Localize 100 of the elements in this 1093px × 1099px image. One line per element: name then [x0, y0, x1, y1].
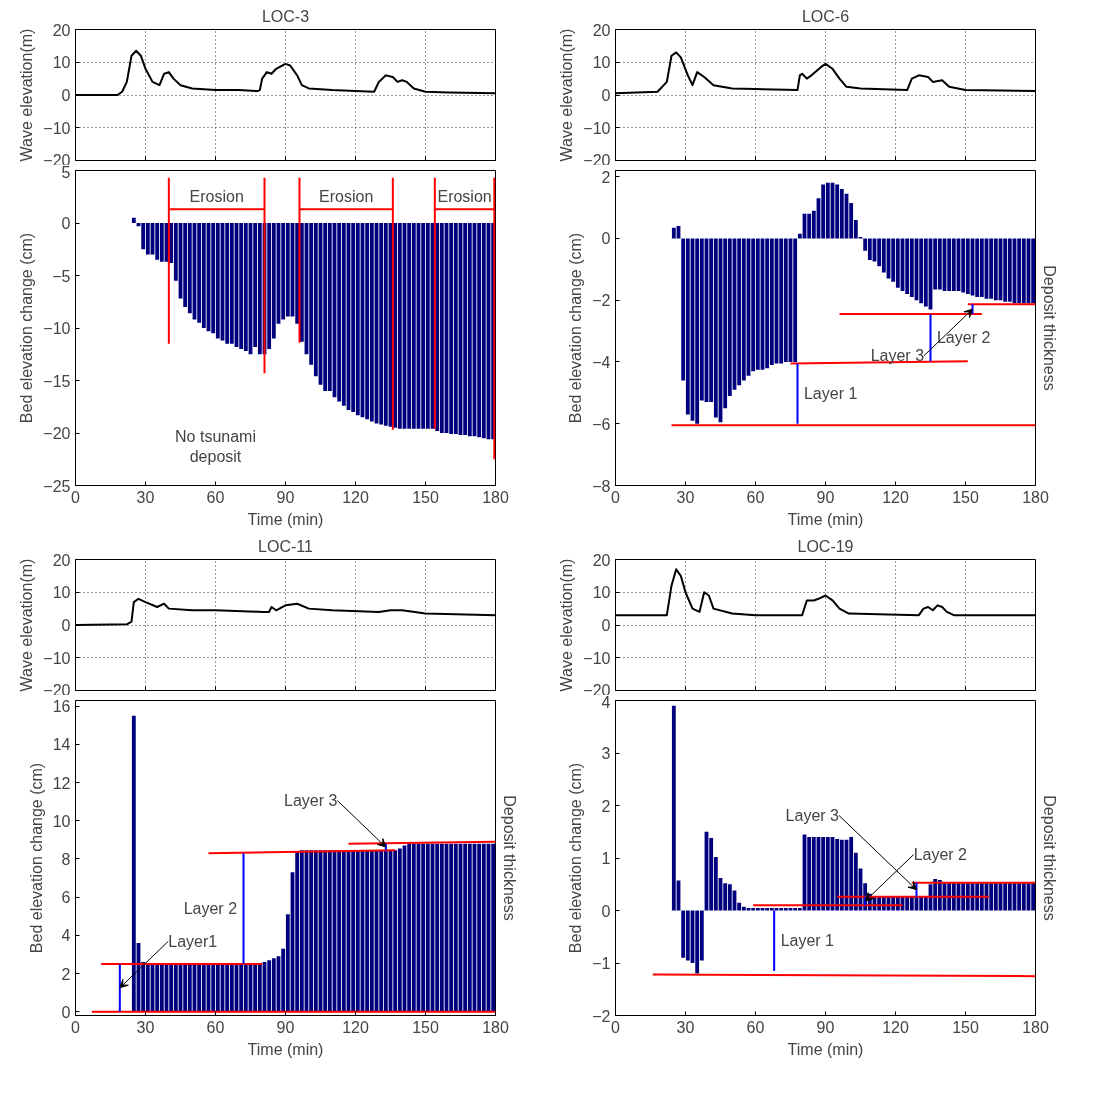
x-tick-label: 120 — [342, 488, 369, 506]
y-tick-label: −2 — [592, 292, 611, 310]
x-tick-label: 90 — [276, 488, 295, 506]
y-tick-label: −4 — [592, 353, 611, 371]
y-tick-label: 0 — [61, 87, 71, 104]
x-tick-label: 150 — [412, 488, 439, 506]
y-tick-label: 10 — [52, 54, 71, 72]
x-tick-label: 120 — [882, 1018, 909, 1036]
y-tick-label: 2 — [601, 168, 611, 186]
x-tick-label: 120 — [882, 488, 909, 506]
x-tick-label: 30 — [676, 1018, 695, 1036]
y-tick-label: 10 — [592, 584, 611, 602]
x-tick-label: 90 — [816, 1018, 835, 1036]
y2-axis-title: Deposit thickness — [1040, 265, 1058, 391]
y-tick-label: 1 — [601, 850, 611, 867]
y-tick-label: −20 — [43, 425, 71, 442]
y-tick-label: −20 — [43, 681, 71, 699]
y-tick-label: 6 — [61, 889, 71, 907]
y-tick-label: −10 — [43, 320, 71, 337]
series-label: Layer 2 — [936, 329, 991, 347]
chart-title: LOC-19 — [797, 537, 854, 555]
y-tick-label: −8 — [592, 477, 611, 495]
x-tick-label: 30 — [136, 1018, 155, 1036]
text: Layer 3 — [785, 806, 840, 824]
x-axis-title: Time (min) — [787, 1040, 864, 1058]
text: Layer1 — [168, 932, 218, 950]
y-axis-title: Bed elevation change (cm) — [567, 762, 585, 954]
annotation: No tsunami deposit — [175, 428, 256, 466]
y-tick-label: 8 — [61, 850, 71, 868]
series-label: Erosion — [437, 188, 492, 206]
y2-axis-title: Deposit thickness — [500, 795, 518, 921]
chart-title: LOC-6 — [801, 7, 850, 25]
y-tick-label: −10 — [583, 649, 611, 667]
y-tick-label: −2 — [592, 1007, 611, 1025]
y-tick-label: −6 — [592, 415, 611, 433]
x-axis-title: Time (min) — [247, 1040, 324, 1058]
y-axis-title: Wave elevation(m) — [558, 28, 576, 162]
y-tick-label: 0 — [61, 617, 71, 634]
y-tick-label: 2 — [61, 965, 71, 983]
x-axis-title: Time (min) — [787, 510, 864, 528]
x-tick-label: 180 — [1022, 1018, 1049, 1036]
y2-axis-title: Deposit thickness — [1040, 795, 1058, 921]
x-tick-label: 90 — [816, 488, 835, 506]
y-tick-label: −25 — [43, 477, 71, 495]
series-label: Layer 1 — [803, 385, 858, 403]
y-tick-label: 0 — [601, 617, 611, 634]
x-tick-label: 150 — [412, 1018, 439, 1036]
y-axis-title: Wave elevation(m) — [18, 558, 36, 692]
x-tick-label: 60 — [206, 1018, 225, 1036]
x-tick-label: 60 — [206, 488, 225, 506]
y-tick-label: −15 — [43, 372, 71, 390]
y-tick-label: 10 — [592, 54, 611, 72]
y-tick-label: 20 — [52, 21, 71, 39]
y-tick-label: −10 — [43, 119, 71, 137]
y-tick-label: −10 — [583, 119, 611, 137]
y-tick-label: 10 — [52, 584, 71, 602]
y-tick-label: 12 — [52, 774, 71, 792]
y-tick-label: 0 — [601, 230, 611, 248]
y-tick-label: −5 — [52, 267, 71, 285]
y-tick-label: −1 — [592, 955, 611, 972]
x-tick-label: 150 — [952, 488, 979, 506]
x-tick-label: 180 — [482, 1018, 509, 1036]
y-tick-label: 4 — [61, 927, 71, 945]
y-tick-label: 2 — [601, 797, 611, 815]
series-label: Layer 2 — [183, 900, 238, 918]
x-tick-label: 30 — [136, 488, 155, 506]
x-tick-label: 150 — [952, 1018, 979, 1036]
y-tick-label: 20 — [592, 551, 611, 569]
y-tick-label: 16 — [52, 698, 71, 716]
y-axis-title: Bed elevation change (cm) — [18, 232, 36, 424]
y-axis-title: Bed elevation change (cm) — [27, 762, 45, 954]
chart-title: LOC-3 — [261, 7, 310, 25]
y-axis-title: Bed elevation change (cm) — [567, 232, 585, 424]
series-label: Erosion — [189, 188, 244, 206]
y-axis-title: Wave elevation(m) — [18, 28, 36, 162]
series-label: Erosion — [319, 188, 374, 206]
y-tick-label: 14 — [52, 736, 71, 754]
y-tick-label: −10 — [43, 649, 71, 667]
y-axis-title: Wave elevation(m) — [558, 558, 576, 692]
y-tick-label: 0 — [61, 1003, 71, 1021]
text: Layer 3 — [870, 347, 925, 365]
y-tick-label: 3 — [601, 745, 611, 762]
x-tick-label: 180 — [482, 488, 509, 506]
y-tick-label: −20 — [583, 151, 611, 169]
y-tick-label: 0 — [601, 902, 611, 920]
x-axis-title: Time (min) — [247, 510, 324, 528]
x-tick-label: 60 — [746, 488, 765, 506]
y-tick-label: 20 — [592, 21, 611, 39]
y-tick-label: 10 — [52, 812, 71, 830]
y-tick-label: 0 — [61, 215, 71, 232]
x-tick-label: 30 — [676, 488, 695, 506]
x-tick-label: 60 — [746, 1018, 765, 1036]
chart-title: LOC-11 — [258, 537, 314, 555]
x-tick-label: 120 — [342, 1018, 369, 1036]
series-label: Layer 1 — [780, 932, 835, 950]
x-tick-label: 180 — [1022, 488, 1049, 506]
x-tick-label: 90 — [276, 1018, 295, 1036]
text: Layer 2 — [913, 846, 968, 864]
y-tick-label: 0 — [601, 87, 611, 104]
text: Layer 3 — [284, 792, 338, 810]
